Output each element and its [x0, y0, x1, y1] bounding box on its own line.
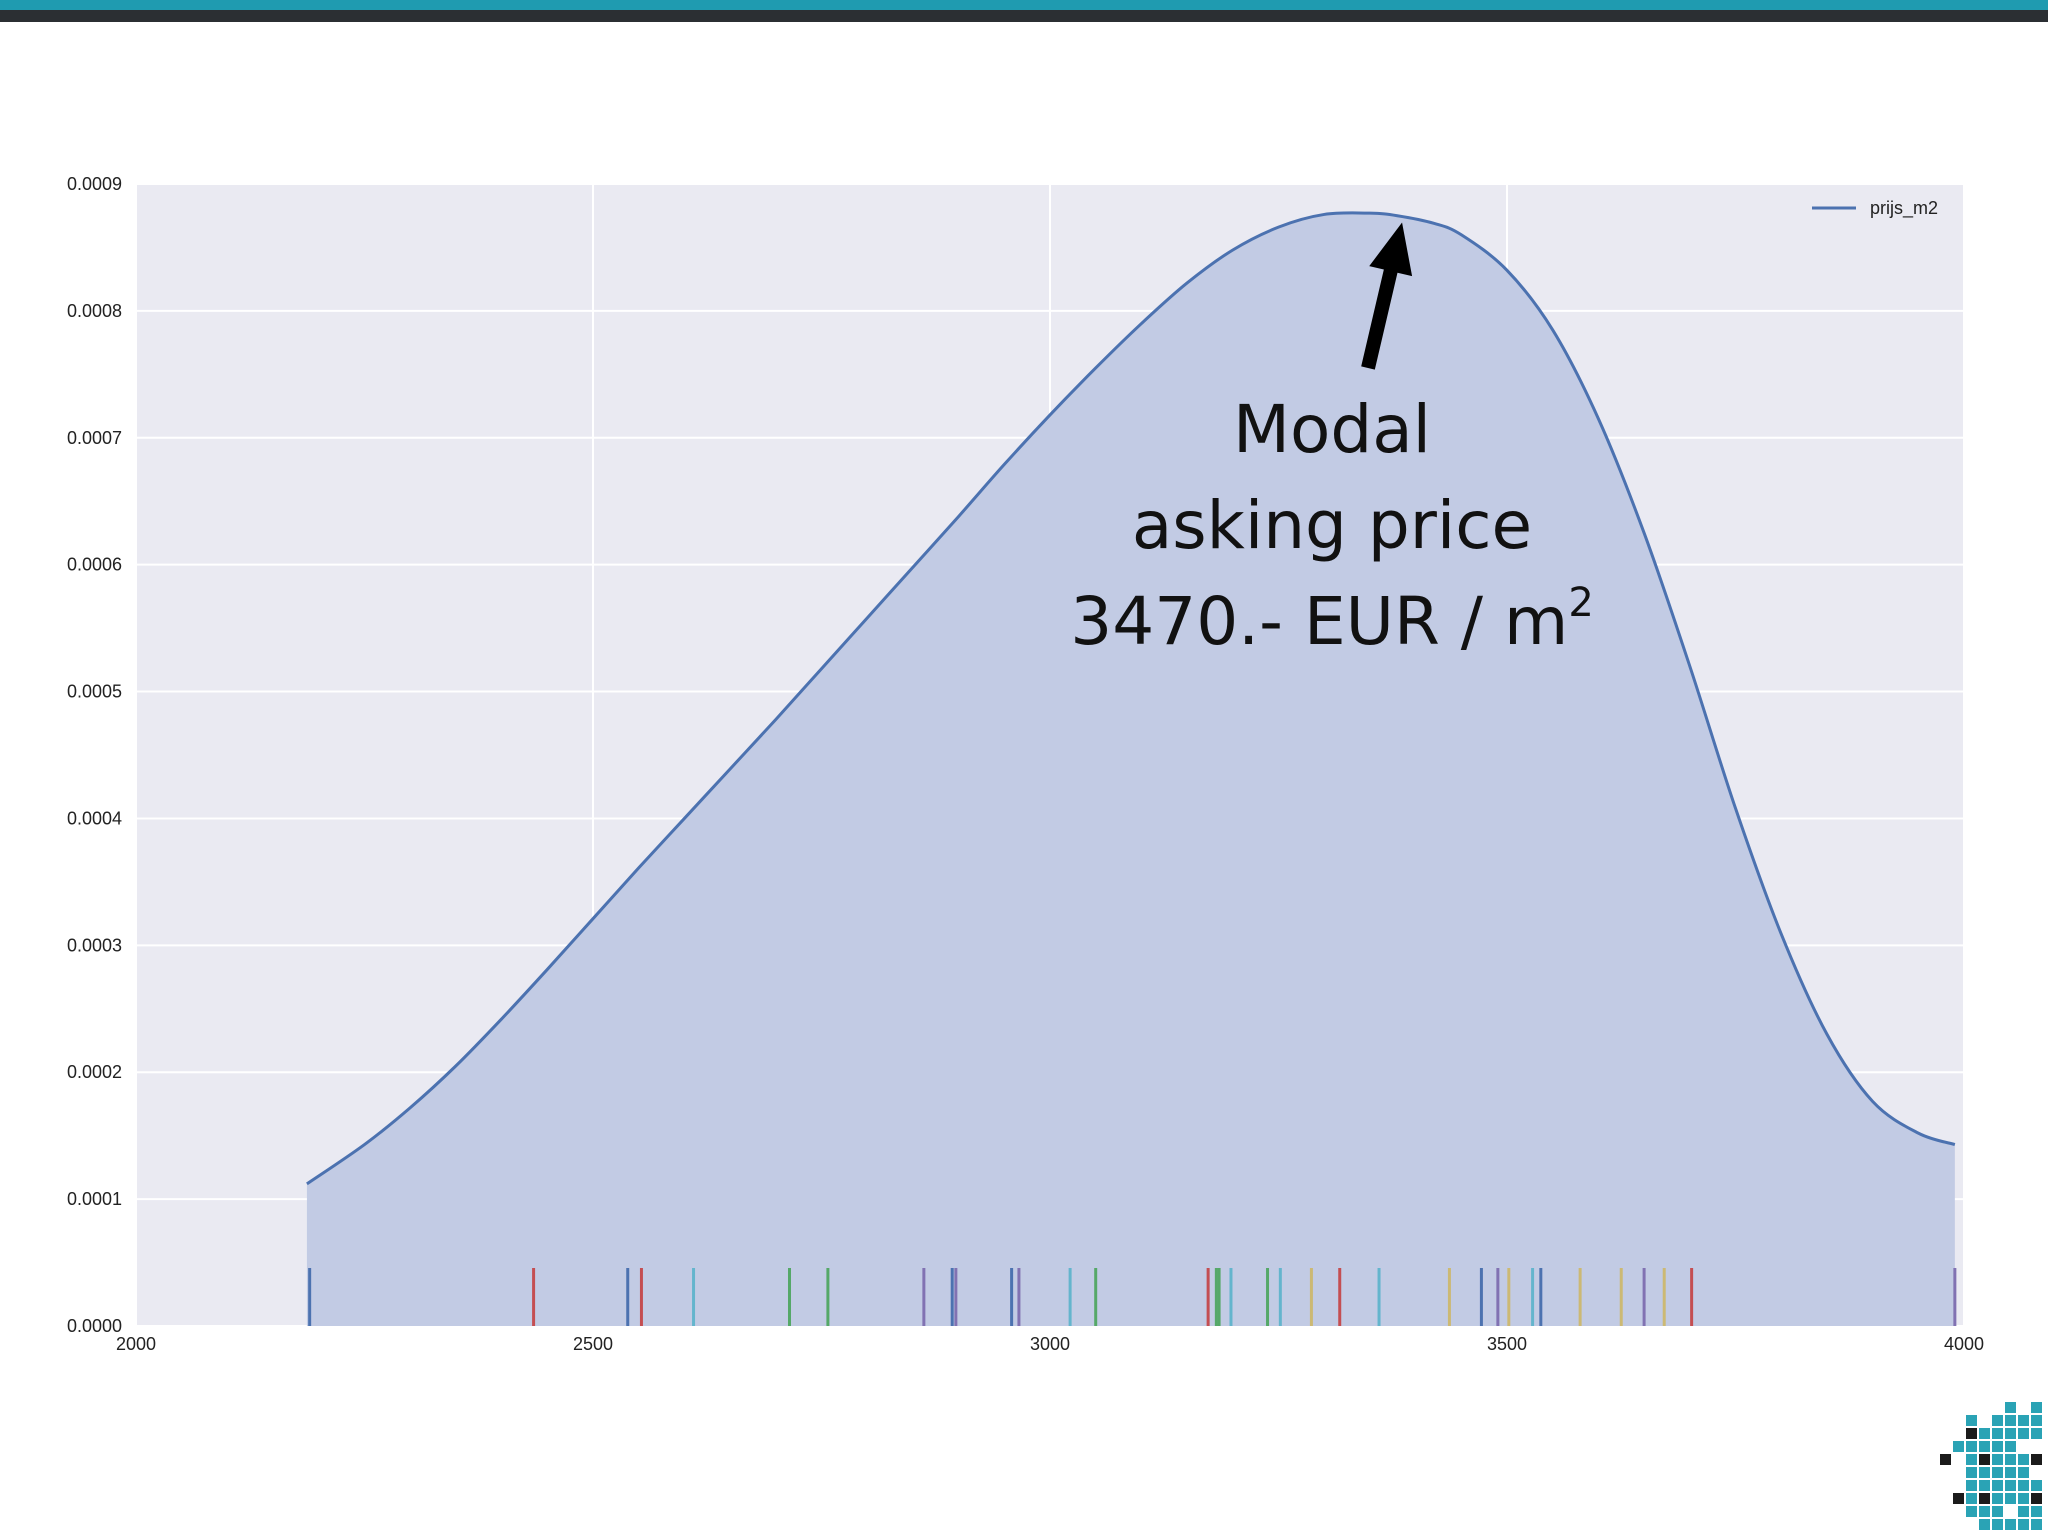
logo-square: [1992, 1467, 2003, 1478]
logo-square: [1966, 1480, 1977, 1491]
logo-square: [2018, 1467, 2029, 1478]
y-tick-label: 0.0004: [67, 808, 122, 828]
modal-annotation: Modal asking price 3470.- EUR / m2: [1070, 222, 1594, 660]
rug-marks: [308, 1268, 1957, 1326]
logo-square: [1940, 1454, 1951, 1465]
x-tick-label: 2000: [116, 1334, 156, 1354]
logo-square: [2018, 1480, 2029, 1491]
y-tick-label: 0.0003: [67, 935, 122, 955]
logo-square: [1992, 1428, 2003, 1439]
x-tick-label: 3500: [1487, 1334, 1527, 1354]
logo-square: [1979, 1467, 1990, 1478]
y-tick-label: 0.0008: [67, 301, 122, 321]
logo-square: [1979, 1441, 1990, 1452]
logo-square: [2005, 1428, 2016, 1439]
logo-square: [1966, 1441, 1977, 1452]
logo-square: [2005, 1454, 2016, 1465]
logo-square: [1966, 1415, 1977, 1426]
y-tick-label: 0.0009: [67, 174, 122, 194]
logo-square: [1953, 1441, 1964, 1452]
logo-square: [2018, 1428, 2029, 1439]
y-tick-labels: 0.0000 0.0001 0.0002 0.0003 0.0004 0.0005 0.00…: [67, 174, 122, 1336]
annotation-line-2: asking price: [1132, 487, 1532, 564]
logo-square: [2018, 1454, 2029, 1465]
y-tick-label: 0.0007: [67, 428, 122, 448]
y-tick-label: 0.0002: [67, 1062, 122, 1082]
logo-square: [2031, 1428, 2042, 1439]
annotation-line-1: Modal: [1233, 391, 1431, 468]
legend: prijs_m2: [1812, 198, 1938, 219]
y-tick-label: 0.0001: [67, 1189, 122, 1209]
logo-square: [1992, 1454, 2003, 1465]
logo-square: [2031, 1480, 2042, 1491]
logo-square: [2005, 1493, 2016, 1504]
density-area: [306, 212, 1955, 1326]
logo-square: [2005, 1480, 2016, 1491]
y-tick-label: 0.0006: [67, 555, 122, 575]
logo-square: [1966, 1428, 1977, 1439]
top-bar-accent: [0, 0, 2048, 10]
logo-square: [2031, 1402, 2042, 1413]
y-tick-label: 0.0000: [67, 1316, 122, 1336]
x-tick-label: 4000: [1944, 1334, 1984, 1354]
logo-square: [1966, 1454, 1977, 1465]
annotation-line-3-text: 3470.- EUR / m: [1070, 583, 1568, 660]
logo-square: [2031, 1493, 2042, 1504]
logo-square: [2005, 1441, 2016, 1452]
logo-square: [1979, 1454, 1990, 1465]
logo-square: [1966, 1493, 1977, 1504]
logo-square: [2031, 1454, 2042, 1465]
density-curve: [306, 211, 1956, 1186]
logo-square: [2031, 1506, 2042, 1517]
company-logo: [1940, 1402, 2042, 1530]
logo-square: [2005, 1467, 2016, 1478]
logo-square: [1966, 1506, 1977, 1517]
annotation-superscript: 2: [1568, 580, 1593, 626]
logo-square: [2031, 1415, 2042, 1426]
annotation-line-3: 3470.- EUR / m2: [1070, 580, 1594, 660]
logo-square: [1992, 1480, 2003, 1491]
logo-square: [2018, 1506, 2029, 1517]
logo-square: [2005, 1402, 2016, 1413]
y-tick-label: 0.0005: [67, 682, 122, 702]
logo-square: [1979, 1428, 1990, 1439]
logo-square: [1966, 1467, 1977, 1478]
logo-square: [1992, 1415, 2003, 1426]
logo-square: [1953, 1493, 1964, 1504]
logo-square: [2031, 1519, 2042, 1530]
logo-square: [1979, 1493, 1990, 1504]
arrow-icon: [1361, 222, 1413, 370]
top-bar: [0, 0, 2048, 22]
logo-square: [2005, 1519, 2016, 1530]
logo-square: [2018, 1519, 2029, 1530]
logo-square: [2005, 1415, 2016, 1426]
logo-square: [2018, 1415, 2029, 1426]
logo-square: [1992, 1441, 2003, 1452]
x-tick-labels: 2000 2500 3000 3500 4000: [116, 1334, 1984, 1354]
x-tick-label: 3000: [1030, 1334, 1070, 1354]
logo-square: [2018, 1493, 2029, 1504]
logo-square: [1979, 1519, 1990, 1530]
logo-square: [1979, 1506, 1990, 1517]
logo-square: [1992, 1506, 2003, 1517]
logo-square: [1992, 1519, 2003, 1530]
x-tick-label: 2500: [573, 1334, 613, 1354]
logo-square: [1979, 1480, 1990, 1491]
legend-label-prijs-m2: prijs_m2: [1870, 198, 1938, 219]
logo-square: [1992, 1493, 2003, 1504]
